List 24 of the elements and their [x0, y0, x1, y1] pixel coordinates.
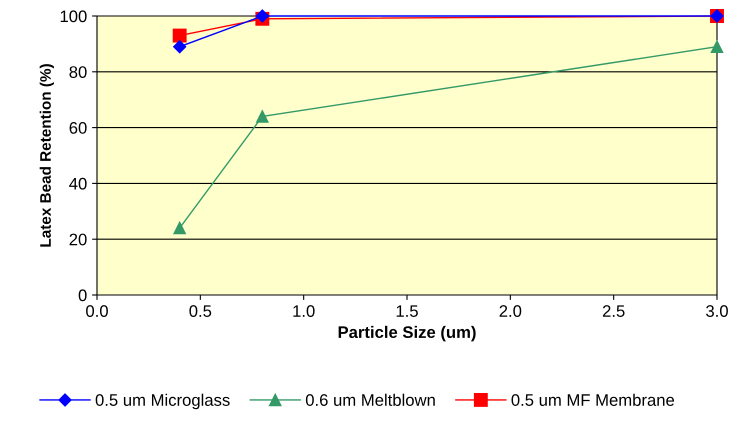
- x-axis-title: Particle Size (um): [338, 326, 476, 342]
- point: [256, 9, 269, 23]
- y-tick-label: 80: [69, 66, 87, 78]
- x-tick-label: 3.0: [706, 305, 728, 317]
- point: [256, 110, 269, 123]
- y-tick-label: 60: [70, 122, 87, 134]
- x-tick-label: 1.0: [293, 305, 315, 317]
- y-tick-label: 0: [78, 289, 87, 302]
- point: [173, 40, 186, 54]
- y-tick-label: 20: [70, 234, 87, 246]
- legend-label: 0.5 um Microglass: [96, 394, 230, 410]
- legend-label: 0.6 um Meltblown: [306, 394, 435, 406]
- y-tick-label: 100: [60, 10, 87, 22]
- legend-label: 0.5 um MF Membrane: [512, 394, 674, 406]
- x-tick-label: 1.5: [396, 305, 418, 317]
- x-tick-label: 0.5: [189, 305, 212, 317]
- point: [172, 28, 187, 42]
- point: [173, 222, 186, 234]
- point: [710, 40, 724, 53]
- x-tick-label: 2.0: [500, 305, 522, 317]
- y-axis-title: Latex Bead Retention (%): [40, 64, 54, 247]
- x-tick-label: 2.5: [602, 305, 625, 317]
- y-tick-label: 40: [69, 178, 87, 190]
- x-tick-label: 0.0: [86, 305, 108, 317]
